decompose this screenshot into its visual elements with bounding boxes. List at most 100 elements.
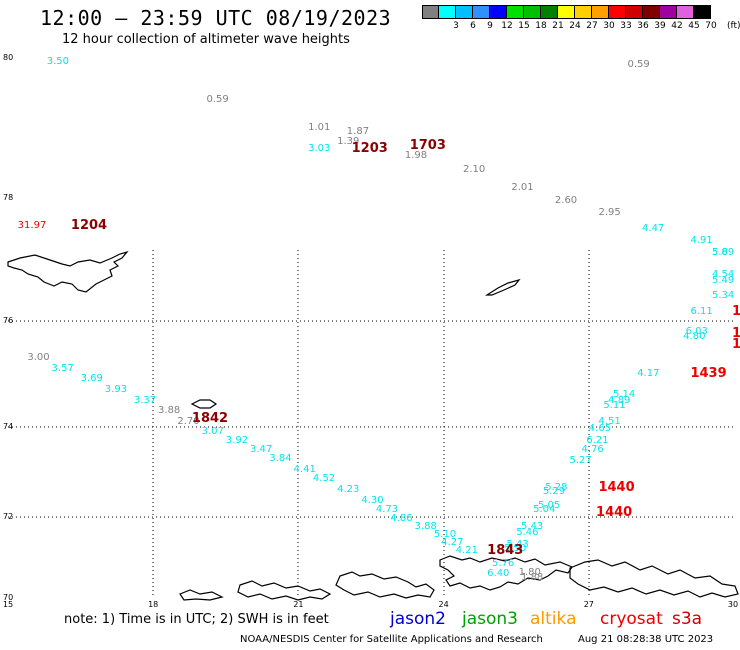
wave-height-value: 3.69	[80, 373, 103, 385]
pass-time-label: 1842	[191, 411, 229, 427]
legend-swatch	[592, 5, 609, 19]
legend-label: 36	[637, 21, 649, 31]
wave-height-value: 4.51	[598, 415, 621, 427]
wave-height-value: 2.60	[554, 195, 578, 207]
legend-swatch	[541, 5, 558, 19]
legend-label: 30	[603, 21, 615, 31]
pass-time-label: 1	[732, 303, 740, 319]
norway-coastline	[439, 555, 573, 591]
wave-height-value: 3.88	[158, 405, 181, 417]
satellite-legend-item: altika	[530, 609, 577, 629]
latitude-label: 78	[3, 193, 14, 202]
wave-height-value: 5.43	[521, 521, 544, 533]
legend-swatch	[507, 5, 524, 19]
map-title: 12:00 — 23:59 UTC 08/19/2023	[40, 6, 392, 30]
latitude-label: 72	[3, 512, 14, 521]
wave-height-value: 5.43	[506, 539, 529, 551]
legend-swatch	[422, 5, 439, 19]
wave-height-value: 4.23	[337, 484, 360, 495]
satellite-legend-item: cryosat	[600, 609, 663, 629]
wave-height-value: 0.59	[627, 59, 650, 70]
footer-generated-date: Aug 21 08:28:38 UTC 2023	[578, 634, 714, 645]
wave-height-value: 3.03	[308, 143, 331, 154]
wave-height-value: 5.11	[603, 399, 626, 411]
legend-label: 45	[688, 21, 700, 31]
wave-height-value: 3.07	[201, 425, 224, 437]
wave-height-value: 6.11	[690, 305, 713, 317]
wave-height-value: 2.10	[462, 164, 486, 175]
pass-time-label: 1440	[598, 479, 635, 495]
wave-height-color-legend	[422, 5, 711, 19]
legend-label: 12	[501, 21, 513, 31]
wave-height-value: 4.86	[390, 513, 413, 525]
legend-label: 6	[470, 21, 476, 31]
legend-label: 15	[518, 21, 530, 31]
wave-height-value: 2.95	[598, 207, 621, 219]
wave-height-value: 4.65	[588, 423, 612, 435]
wave-height-value: 5.69	[712, 247, 735, 259]
wave-height-value: 4.17	[637, 368, 660, 379]
wave-height-value: 5.50	[504, 543, 527, 555]
wave-height-value: 5.10	[433, 529, 457, 541]
footer-credit: NOAA/NESDIS Center for Satellite Applica…	[240, 634, 543, 645]
norway-fjord-islands	[237, 580, 332, 601]
wave-height-value: 5.34	[712, 290, 735, 302]
wave-height-value: 5.29	[542, 486, 566, 498]
legend-label: 18	[535, 21, 547, 31]
wave-height-value: 3.84	[269, 452, 292, 464]
wave-height-value: 3.50	[46, 55, 69, 67]
legend-swatch	[677, 5, 694, 19]
wave-height-value: 1.39	[337, 136, 360, 147]
wave-height-value: 3.88	[414, 521, 437, 533]
wave-height-value: 6.40	[487, 567, 510, 579]
pass-time-label: 1204	[70, 217, 108, 233]
map-subtitle: 12 hour collection of altimeter wave hei…	[62, 32, 350, 47]
wave-height-value: 5.8	[712, 247, 728, 259]
latitude-label: 70	[3, 593, 14, 602]
legend-swatch	[694, 5, 711, 19]
wave-height-value: 5.49	[712, 275, 735, 287]
wave-height-value: 2.01	[511, 181, 534, 193]
coastlines	[7, 250, 739, 601]
legend-swatch	[643, 5, 660, 19]
footer-note: note: 1) Time is in UTC; 2) SWH is in fe…	[64, 612, 329, 627]
wave-height-value: 3.37	[133, 394, 157, 406]
legend-unit-label: (ft)	[727, 21, 740, 31]
wave-height-value: 4.30	[361, 495, 384, 507]
hopen-island-coastline	[484, 278, 521, 296]
legend-label: 70	[705, 21, 717, 31]
wave-height-value: 4.41	[293, 463, 316, 475]
wave-height-value: 3.92	[225, 434, 249, 446]
wave-height-value: 4.76	[581, 443, 604, 455]
wave-height-value: 4.21	[455, 545, 478, 557]
legend-label: 39	[654, 21, 666, 31]
wave-height-value: 3.47	[250, 443, 273, 455]
legend-swatch	[558, 5, 575, 19]
wave-height-value: 4.27	[441, 537, 464, 549]
pass-time-label: 1203	[351, 141, 388, 156]
legend-label: 24	[569, 21, 581, 31]
graticule-grid	[8, 250, 734, 598]
pass-time-label: 143	[732, 336, 740, 352]
pass-time-label: 1440	[596, 504, 633, 520]
legend-label: 21	[552, 21, 564, 31]
wave-height-value: 5.46	[516, 527, 539, 539]
wave-height-value: 3.57	[51, 362, 74, 374]
wave-height-value: 6.03	[685, 325, 708, 337]
legend-label: 42	[671, 21, 683, 31]
svalbard-coastline	[7, 250, 129, 293]
wave-height-value: 31.97	[17, 219, 47, 231]
wave-height-value: 4.89	[608, 394, 631, 406]
pass-time-label: 1439	[690, 366, 727, 381]
satellite-legend-item: jason3	[462, 609, 518, 629]
wave-height-value: 4.52	[312, 472, 336, 484]
longitude-label: 15	[2, 600, 14, 609]
coastal-islands-west	[179, 589, 224, 601]
wave-height-value: 5.76	[492, 557, 515, 569]
wave-height-value: 4.91	[690, 235, 713, 247]
wave-height-value: 2.70	[177, 415, 200, 427]
wave-height-value: 1.01	[308, 122, 331, 133]
pass-time-label: 143	[732, 326, 740, 342]
